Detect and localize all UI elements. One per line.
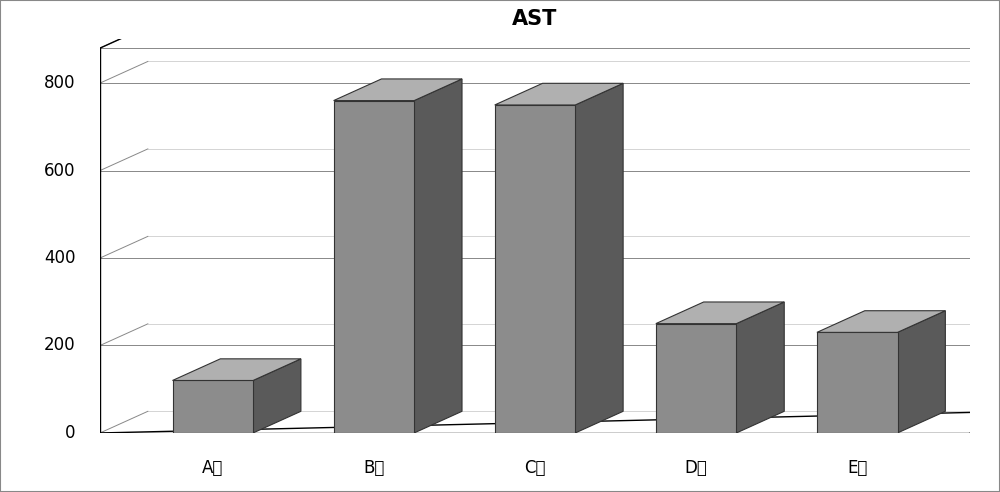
Polygon shape — [575, 83, 623, 433]
Polygon shape — [414, 79, 462, 433]
Text: C组: C组 — [524, 459, 546, 477]
Polygon shape — [173, 359, 301, 380]
Polygon shape — [495, 83, 623, 105]
Polygon shape — [495, 105, 575, 433]
Polygon shape — [656, 302, 784, 324]
Polygon shape — [173, 380, 253, 433]
Polygon shape — [817, 333, 898, 433]
Polygon shape — [898, 311, 945, 433]
Text: 400: 400 — [44, 249, 76, 267]
Title: AST: AST — [512, 9, 558, 30]
Polygon shape — [656, 324, 736, 433]
Polygon shape — [253, 359, 301, 433]
Text: 800: 800 — [44, 74, 76, 92]
Text: D组: D组 — [685, 459, 708, 477]
Text: E组: E组 — [847, 459, 867, 477]
Text: 200: 200 — [44, 337, 76, 355]
Polygon shape — [334, 100, 414, 433]
Polygon shape — [736, 302, 784, 433]
Text: B组: B组 — [363, 459, 385, 477]
Text: 0: 0 — [65, 424, 76, 442]
Text: 600: 600 — [44, 161, 76, 180]
Text: A组: A组 — [202, 459, 223, 477]
Polygon shape — [817, 311, 945, 333]
Polygon shape — [334, 79, 462, 100]
